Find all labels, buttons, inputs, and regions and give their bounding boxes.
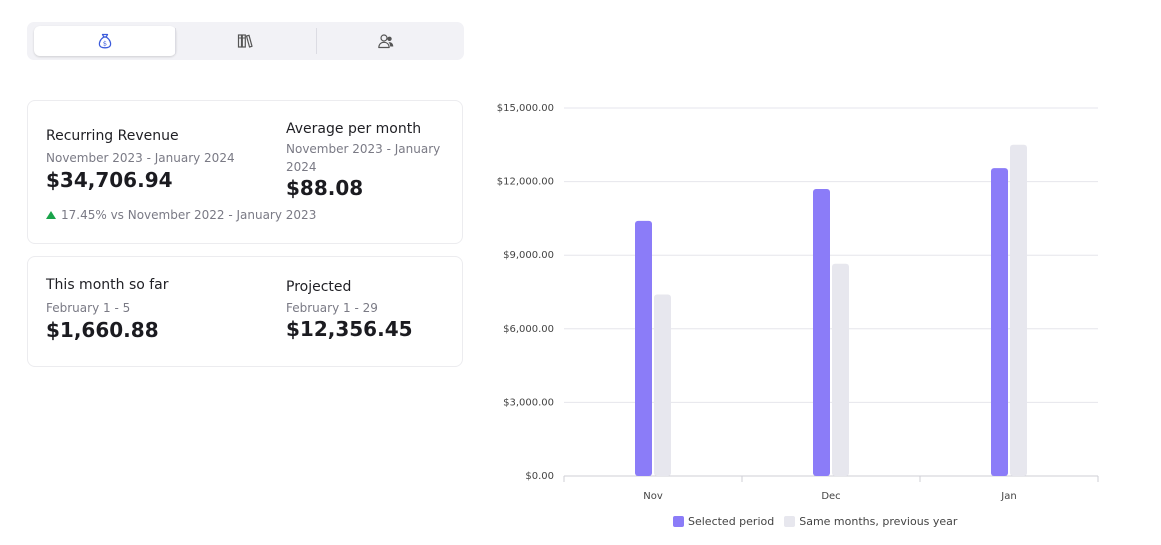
bar-previous-year [654, 294, 671, 476]
y-tick-label: $9,000.00 [503, 250, 554, 261]
tab-customers[interactable] [315, 26, 457, 56]
dashboard-tabs: $ [27, 22, 464, 60]
recurring-revenue-value: $34,706.94 [46, 168, 173, 192]
money-bag-icon: $ [98, 33, 112, 49]
bar-selected-period [813, 188, 830, 476]
month-so-far-label: This month so far [46, 277, 169, 293]
tab-divider [316, 28, 317, 54]
recurring-revenue-label: Recurring Revenue [46, 128, 179, 144]
x-tick-label: Jan [1000, 491, 1016, 502]
projected-period: February 1 - 29 [286, 301, 378, 315]
users-icon [378, 34, 394, 49]
average-period: November 2023 - January 2024 [286, 142, 441, 174]
bar-selected-period [991, 168, 1008, 476]
projected-value: $12,356.45 [286, 317, 413, 341]
y-tick-label: $12,000.00 [497, 177, 554, 188]
bar-selected-period [635, 220, 652, 476]
bar-previous-year [832, 263, 849, 476]
y-tick-label: $6,000.00 [503, 324, 554, 335]
current-month-card: This month so far February 1 - 5 $1,660.… [27, 256, 463, 367]
legend-swatch-previous [784, 516, 796, 527]
tab-revenue[interactable]: $ [34, 26, 176, 56]
legend-swatch-selected [673, 516, 684, 527]
legend-selected-period[interactable]: Selected period [688, 515, 775, 528]
legend-previous-year[interactable]: Same months, previous year [799, 515, 958, 528]
y-tick-label: $15,000.00 [497, 103, 554, 114]
average-label: Average per month [286, 121, 422, 137]
tab-divider [175, 28, 176, 54]
delta-text: 17.45% vs November 2022 - January 2023 [61, 208, 317, 222]
bar-previous-year [1010, 144, 1027, 477]
average-value: $88.08 [286, 176, 364, 200]
trend-up-icon [46, 211, 56, 219]
x-tick-label: Dec [821, 491, 840, 502]
y-tick-label: $3,000.00 [503, 397, 554, 408]
recurring-revenue-delta: 17.45% vs November 2022 - January 2023 [46, 208, 316, 222]
books-icon [237, 34, 253, 48]
tab-library[interactable] [174, 26, 316, 56]
svg-text:$: $ [103, 39, 107, 47]
month-so-far-period: February 1 - 5 [46, 301, 131, 315]
chart-legend: Selected period Same months, previous ye… [673, 515, 957, 528]
month-so-far-value: $1,660.88 [46, 318, 159, 342]
recurring-revenue-period: November 2023 - January 2024 [46, 151, 235, 165]
x-tick-label: Nov [643, 491, 663, 502]
y-tick-label: $0.00 [525, 471, 554, 482]
revenue-bar-chart: $0.00 $3,000.00 $6,000.00 $9,000.00 $12,000.… [497, 103, 1099, 502]
recurring-revenue-card: Recurring Revenue November 2023 - Januar… [27, 100, 463, 244]
projected-label: Projected [286, 279, 352, 295]
